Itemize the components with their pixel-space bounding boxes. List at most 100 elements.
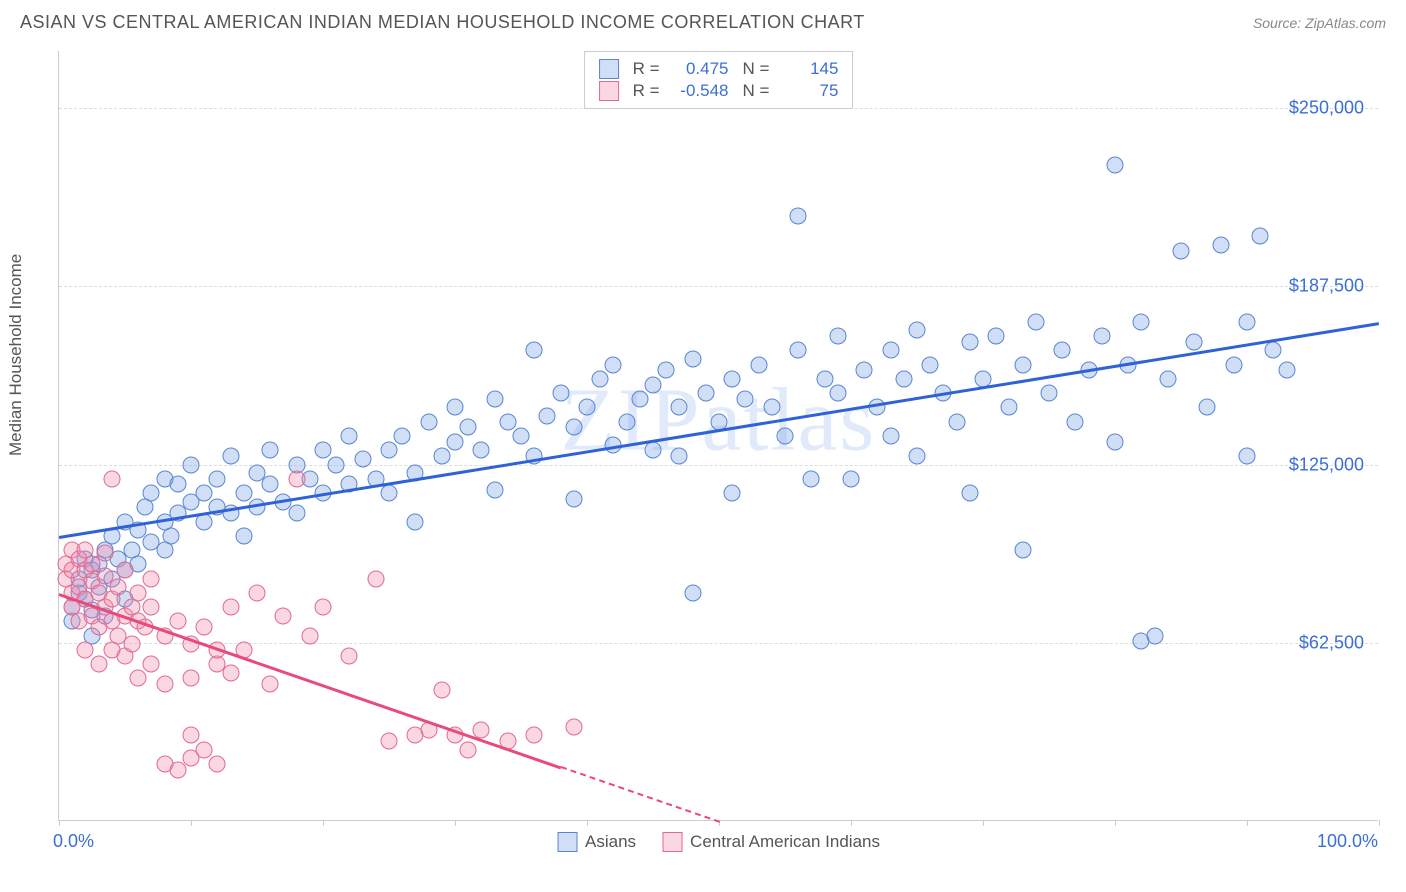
x-tick	[455, 820, 456, 826]
scatter-point-asians	[1199, 399, 1216, 416]
scatter-point-asians	[737, 390, 754, 407]
x-tick	[851, 820, 852, 826]
scatter-point-asians	[724, 370, 741, 387]
scatter-point-asians	[1067, 413, 1084, 430]
scatter-point-asians	[684, 351, 701, 368]
chart-container: Median Household Income ZIPatlas $62,500…	[0, 41, 1406, 871]
scatter-point-asians	[790, 342, 807, 359]
scatter-point-asians	[961, 485, 978, 502]
scatter-point-asians	[262, 442, 279, 459]
scatter-point-asians	[948, 413, 965, 430]
scatter-point-asians	[1173, 242, 1190, 259]
scatter-point-cai	[222, 664, 239, 681]
chart-title: ASIAN VS CENTRAL AMERICAN INDIAN MEDIAN …	[20, 12, 865, 33]
stat-r-label: R =	[633, 81, 660, 101]
scatter-point-asians	[1093, 328, 1110, 345]
scatter-point-asians	[592, 370, 609, 387]
scatter-point-asians	[552, 385, 569, 402]
scatter-point-asians	[499, 413, 516, 430]
scatter-point-cai	[90, 656, 107, 673]
scatter-point-asians	[631, 390, 648, 407]
scatter-point-asians	[684, 584, 701, 601]
scatter-point-asians	[1014, 356, 1031, 373]
scatter-point-asians	[381, 485, 398, 502]
x-tick	[59, 820, 60, 826]
scatter-point-asians	[750, 356, 767, 373]
scatter-point-asians	[1014, 542, 1031, 559]
stat-r-label: R =	[633, 59, 660, 79]
scatter-point-cai	[156, 676, 173, 693]
scatter-point-asians	[169, 476, 186, 493]
stat-n-value: 75	[783, 81, 838, 101]
scatter-point-asians	[143, 485, 160, 502]
scatter-point-asians	[565, 419, 582, 436]
scatter-point-asians	[486, 482, 503, 499]
x-tick	[191, 820, 192, 826]
scatter-point-asians	[895, 370, 912, 387]
scatter-point-cai	[110, 579, 127, 596]
scatter-point-asians	[565, 490, 582, 507]
scatter-point-asians	[1041, 385, 1058, 402]
scatter-point-asians	[381, 442, 398, 459]
scatter-point-asians	[354, 450, 371, 467]
scatter-point-asians	[447, 399, 464, 416]
stat-n-value: 145	[783, 59, 838, 79]
source-credit: Source: ZipAtlas.com	[1253, 15, 1386, 31]
legend-item-cai: Central American Indians	[662, 832, 880, 852]
scatter-point-cai	[249, 584, 266, 601]
scatter-point-asians	[909, 322, 926, 339]
scatter-point-asians	[420, 413, 437, 430]
scatter-point-cai	[196, 741, 213, 758]
x-tick-label: 0.0%	[53, 831, 94, 852]
scatter-point-cai	[275, 607, 292, 624]
scatter-point-asians	[843, 470, 860, 487]
scatter-point-asians	[447, 433, 464, 450]
y-tick-label: $125,000	[1289, 454, 1364, 475]
scatter-point-cai	[143, 656, 160, 673]
scatter-point-asians	[1278, 362, 1295, 379]
scatter-point-cai	[130, 670, 147, 687]
x-tick	[323, 820, 324, 826]
scatter-point-cai	[130, 584, 147, 601]
scatter-point-asians	[618, 413, 635, 430]
scatter-point-asians	[486, 390, 503, 407]
y-tick-label: $62,500	[1299, 632, 1364, 653]
scatter-point-asians	[1186, 333, 1203, 350]
scatter-point-asians	[262, 476, 279, 493]
scatter-point-asians	[1107, 157, 1124, 174]
legend: Asians Central American Indians	[557, 832, 880, 852]
trend-line	[560, 766, 719, 823]
scatter-point-cai	[77, 641, 94, 658]
scatter-point-asians	[163, 527, 180, 544]
scatter-point-cai	[341, 647, 358, 664]
scatter-point-asians	[882, 342, 899, 359]
scatter-point-cai	[143, 599, 160, 616]
scatter-point-asians	[658, 362, 675, 379]
plot-area: ZIPatlas $62,500$125,000$187,500$250,000…	[58, 51, 1378, 821]
x-tick	[587, 820, 588, 826]
scatter-point-cai	[143, 570, 160, 587]
scatter-point-asians	[816, 370, 833, 387]
scatter-point-asians	[513, 428, 530, 445]
scatter-point-cai	[97, 544, 114, 561]
scatter-point-asians	[922, 356, 939, 373]
scatter-point-asians	[341, 428, 358, 445]
scatter-point-asians	[183, 456, 200, 473]
scatter-point-cai	[301, 627, 318, 644]
scatter-point-asians	[763, 399, 780, 416]
scatter-point-cai	[381, 733, 398, 750]
scatter-point-asians	[1239, 447, 1256, 464]
scatter-point-asians	[961, 333, 978, 350]
scatter-point-asians	[235, 527, 252, 544]
stat-row-cai: R =-0.548N =75	[599, 80, 839, 102]
scatter-point-asians	[235, 485, 252, 502]
stat-row-asians: R =0.475N =145	[599, 58, 839, 80]
scatter-point-cai	[123, 636, 140, 653]
legend-label: Asians	[585, 832, 636, 852]
scatter-point-cai	[209, 755, 226, 772]
scatter-point-asians	[539, 408, 556, 425]
x-tick	[1115, 820, 1116, 826]
scatter-point-asians	[724, 485, 741, 502]
scatter-point-asians	[473, 442, 490, 459]
scatter-point-asians	[790, 208, 807, 225]
